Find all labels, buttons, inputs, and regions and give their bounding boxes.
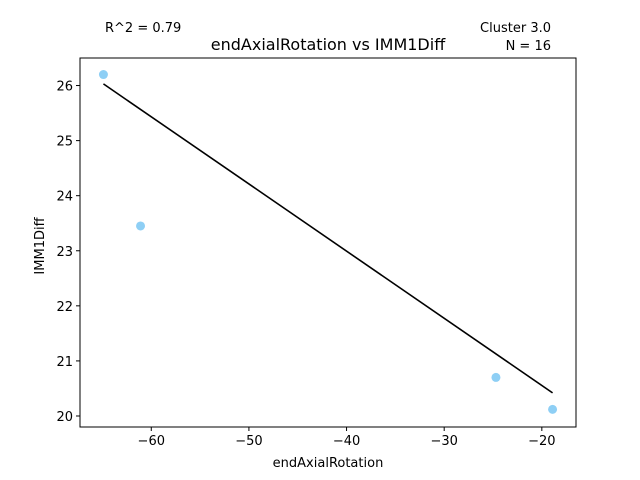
y-axis-label: IMM1Diff — [33, 216, 48, 274]
y-tick-label: 26 — [56, 80, 73, 95]
y-tick-label: 24 — [56, 190, 73, 205]
data-point — [491, 372, 501, 382]
x-tick-label: −20 — [528, 434, 555, 449]
n-annotation: N = 16 — [506, 39, 551, 54]
data-point — [136, 221, 146, 231]
y-tick-label: 25 — [56, 135, 73, 150]
plot-area: −60 −50 −40 −30 −20 20 21 22 23 24 25 26 — [56, 57, 577, 449]
x-axis-label: endAxialRotation — [273, 456, 384, 471]
fit-line — [102, 83, 554, 394]
data-point — [548, 404, 558, 414]
cluster-annotation: Cluster 3.0 — [480, 21, 551, 36]
data-point — [98, 70, 108, 80]
x-tick-label: −30 — [430, 434, 457, 449]
r-squared-annotation: R^2 = 0.79 — [105, 21, 181, 36]
chart-title: endAxialRotation vs IMM1Diff — [211, 35, 446, 54]
y-tick-label: 23 — [56, 245, 73, 260]
y-tick-label: 21 — [56, 355, 73, 370]
y-tick-label: 22 — [56, 300, 73, 315]
axes-frame — [79, 57, 577, 428]
x-tick-label: −40 — [333, 434, 360, 449]
x-tick-label: −50 — [235, 434, 262, 449]
x-tick-label: −60 — [138, 434, 165, 449]
y-tick-label: 20 — [56, 410, 73, 425]
